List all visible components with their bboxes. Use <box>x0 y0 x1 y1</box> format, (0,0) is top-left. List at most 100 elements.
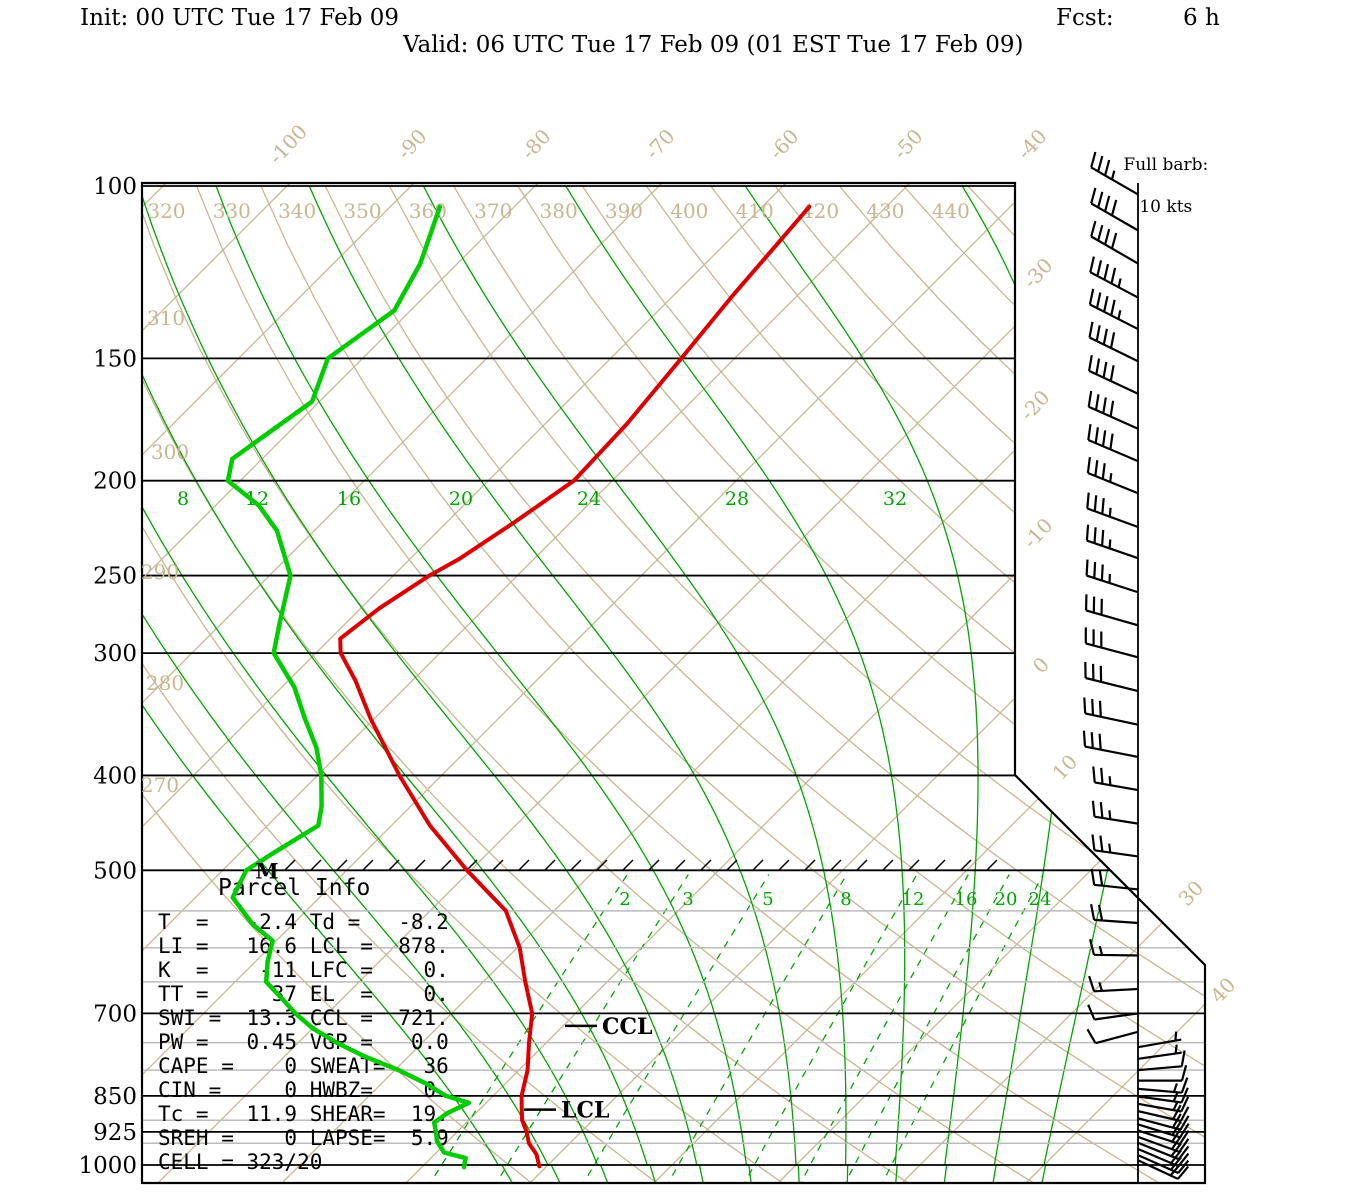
plot-border <box>140 181 1207 1185</box>
wind-barb <box>1083 697 1139 726</box>
dry-adiabat-top-label: 400 <box>670 199 708 223</box>
dry-adiabat-top-label: 430 <box>866 199 904 223</box>
mixing-ratio-line <box>665 874 848 1183</box>
isotherm-top-label: -70 <box>640 124 680 164</box>
fcst-value: 6 h <box>1183 5 1220 31</box>
isotherm-line <box>142 183 415 1183</box>
wind-barb <box>1137 1127 1190 1146</box>
sounding-traces <box>225 204 812 1170</box>
wind-barb <box>1137 1087 1189 1104</box>
mixing-ratio-line <box>492 874 689 1183</box>
moist-adiabat-label: 24 <box>577 488 601 510</box>
isotherm-top-label: -80 <box>516 124 556 164</box>
dry-adiabat-top-label: 360 <box>409 199 447 223</box>
moist-adiabat-line <box>215 185 753 1183</box>
fcst-label: Fcst: <box>1056 5 1114 31</box>
wind-barb <box>1137 1135 1190 1153</box>
isotherm-right-label: -30 <box>1018 253 1058 293</box>
pressure-tick-label: 850 <box>93 1084 137 1110</box>
isotherm-top-label: -90 <box>392 124 432 164</box>
moist-adiabat-label: 12 <box>245 488 269 510</box>
wind-barb <box>1084 661 1139 693</box>
parcel-info-row: CAPE = 0 SWEAT= 36 <box>158 1054 449 1078</box>
wind-barb-legend-line2: 10 kts <box>1139 197 1193 217</box>
wind-barb <box>1091 800 1139 825</box>
wind-barb <box>1137 1050 1186 1072</box>
mixing-ratio-label: 2 <box>619 889 630 910</box>
isotherm-top-label: -100 <box>264 120 312 169</box>
hatch-tick <box>492 859 504 871</box>
hatch-tick <box>622 859 634 871</box>
mixing-ratio-label: 24 <box>1029 889 1052 910</box>
wind-barb <box>1090 151 1139 196</box>
wind-barb <box>1086 1028 1139 1045</box>
init-time-label: Init: 00 UTC Tue 17 Feb 09 <box>80 5 400 31</box>
hatch-tick <box>960 859 972 871</box>
wind-barb <box>1082 730 1139 759</box>
isotherm-line <box>142 183 663 1183</box>
isotherm-right-label: 0 <box>1028 652 1054 678</box>
isotherm-line <box>901 183 1205 1183</box>
pressure-tick-label: 200 <box>93 469 137 495</box>
moist-adiabat-line <box>565 185 906 1183</box>
wind-barb <box>1137 1031 1182 1049</box>
mixing-ratio-label: 8 <box>840 889 851 910</box>
hatch-tick <box>778 859 790 871</box>
wind-barb <box>1090 220 1139 265</box>
level-markers: CCL LCL M <box>255 859 652 1124</box>
mixing-ratio-line <box>842 874 1010 1183</box>
parcel-info-row: SREH = 0 LAPSE= 5.9 <box>158 1126 449 1150</box>
wind-barb <box>1088 321 1139 363</box>
dry-adiabat-left-label: 290 <box>141 560 179 584</box>
dry-adiabat-left-label: 280 <box>146 671 184 695</box>
wind-barb <box>1090 903 1139 925</box>
isotherm-line <box>142 183 911 1183</box>
mixing-ratio-label: 16 <box>955 889 978 910</box>
isotherm-top-label: -40 <box>1012 124 1052 164</box>
pressure-grid-lines <box>142 185 1205 1166</box>
parcel-info-row: CELL = 323/20 <box>158 1150 322 1174</box>
wind-barb-staff <box>1082 151 1190 1183</box>
moist-adiabat-label: 20 <box>449 488 473 510</box>
hatch-tick <box>596 859 608 871</box>
dry-adiabat-top-label: 370 <box>474 199 512 223</box>
wind-barb <box>1087 390 1139 430</box>
wind-barb <box>1137 1154 1190 1175</box>
isotherm-right-label: -20 <box>1015 385 1055 425</box>
temperature-trace <box>338 204 812 1169</box>
wind-barb <box>1088 355 1139 395</box>
moist-adiabat-line <box>142 185 611 1183</box>
dry-adiabat-left-label: 300 <box>151 440 189 464</box>
hatch-tick <box>648 859 660 871</box>
wind-barb <box>1137 1077 1189 1094</box>
hatch-tick <box>830 859 842 871</box>
pressure-tick-label: 925 <box>93 1120 137 1146</box>
ccl-marker-label: CCL <box>602 1014 653 1040</box>
dry-adiabat-line <box>581 185 1205 1183</box>
wind-barb <box>1088 975 1139 993</box>
mixing-ratio-line <box>879 874 1044 1183</box>
isotherm-line <box>142 183 1035 1183</box>
hatch-tick <box>544 859 556 871</box>
wind-barb <box>1137 1104 1190 1123</box>
mixing-ratio-line <box>741 874 918 1183</box>
wind-barb <box>1087 424 1139 463</box>
wind-barb <box>1137 1096 1190 1113</box>
parcel-info-row: T = -2.4 Td = -8.2 <box>158 910 449 934</box>
isotherm-right-label: -10 <box>1018 513 1058 553</box>
moist-adiabat-label: 28 <box>725 488 749 510</box>
hatch-tick <box>310 859 322 871</box>
dry-adiabat-top-label: 350 <box>343 199 381 223</box>
moist-adiabat-label: 8 <box>177 488 189 510</box>
pressure-tick-label: 300 <box>93 641 137 667</box>
mixing-ratio-line <box>580 874 770 1183</box>
hatch-tick <box>414 859 426 871</box>
hatch-tick <box>570 859 582 871</box>
wind-barb <box>1084 627 1139 659</box>
pressure-tick-label: 250 <box>93 564 137 590</box>
wind-barb <box>1088 288 1139 331</box>
parcel-info-row: PW = 0.45 VGP = 0.0 <box>158 1030 449 1054</box>
dry-adiabat-top-label: 340 <box>278 199 316 223</box>
wind-barb <box>1137 1113 1190 1131</box>
isotherm-line <box>405 183 1205 1183</box>
